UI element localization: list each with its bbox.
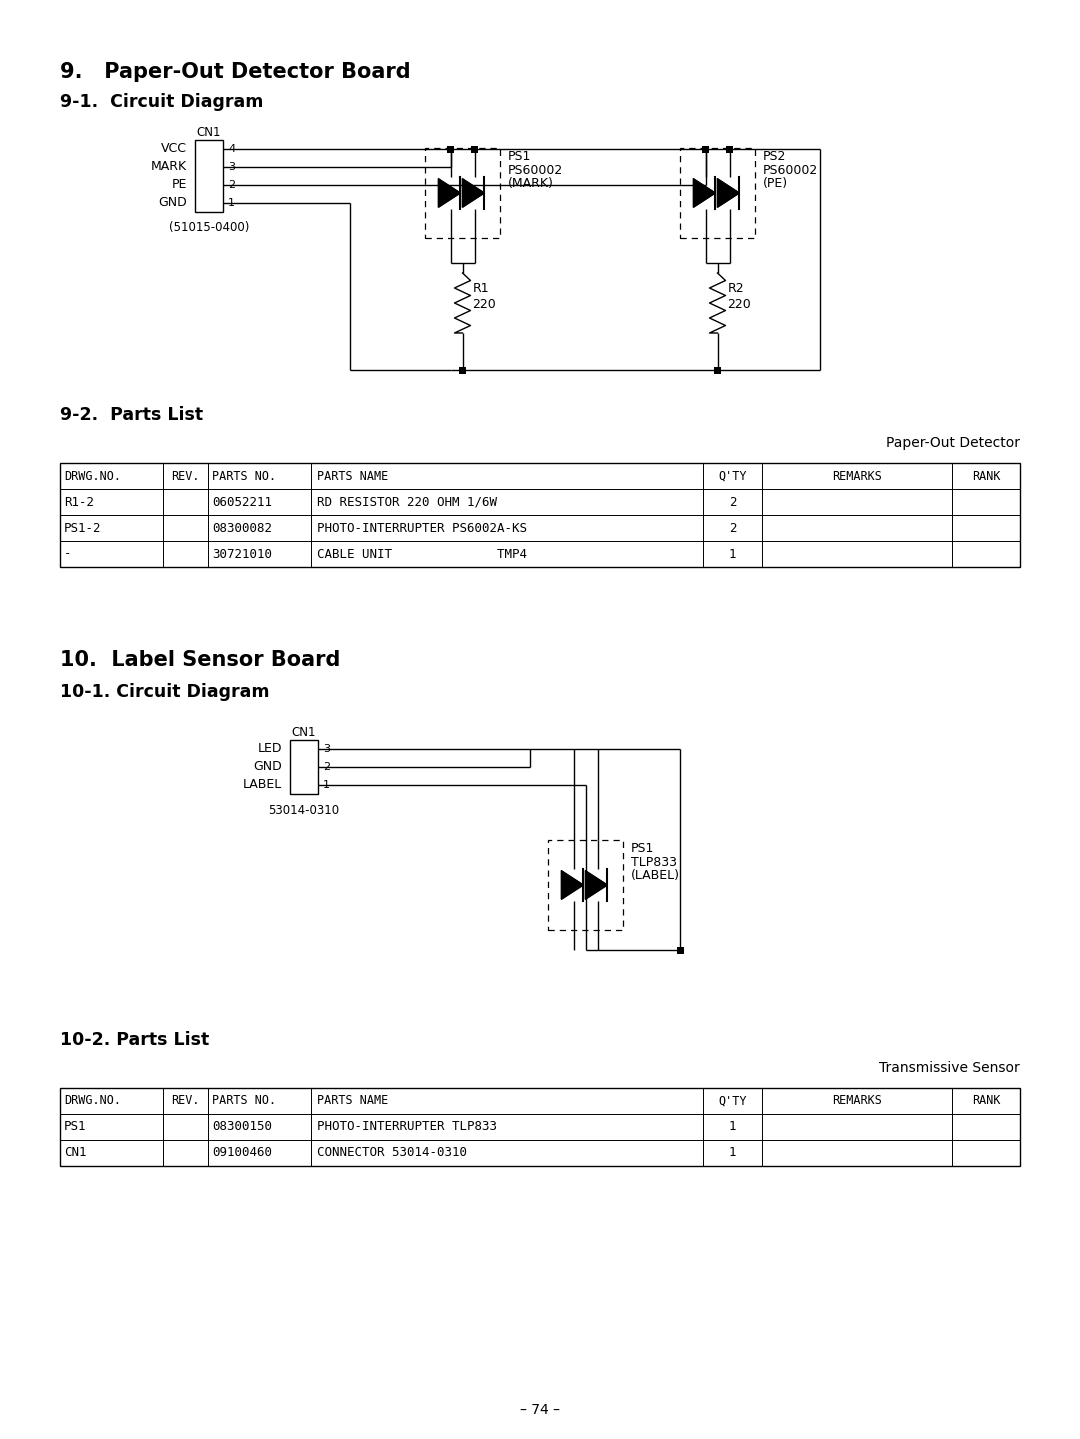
Text: 3: 3	[323, 744, 330, 754]
Text: PARTS NAME: PARTS NAME	[318, 1095, 388, 1108]
Text: 10-1. Circuit Diagram: 10-1. Circuit Diagram	[60, 684, 270, 701]
Text: PARTS NO.: PARTS NO.	[212, 1095, 276, 1108]
Text: PS2: PS2	[762, 150, 786, 163]
Text: (MARK): (MARK)	[508, 177, 554, 190]
Text: MARK: MARK	[151, 161, 187, 174]
Text: 2: 2	[729, 521, 737, 534]
Text: TLP833: TLP833	[631, 856, 677, 869]
Bar	[459, 367, 465, 374]
Text: 3: 3	[228, 163, 235, 173]
Text: Q'TY: Q'TY	[718, 1095, 746, 1108]
Bar	[426, 148, 500, 237]
Text: 08300150: 08300150	[212, 1121, 272, 1134]
Bar	[291, 740, 318, 794]
Text: REMARKS: REMARKS	[832, 1095, 882, 1108]
Text: 1: 1	[228, 199, 235, 209]
Text: PS1-2: PS1-2	[64, 521, 102, 534]
Text: CN1: CN1	[197, 125, 221, 138]
Text: PS60002: PS60002	[508, 164, 564, 177]
Text: R1-2: R1-2	[64, 495, 94, 508]
Bar	[714, 367, 721, 374]
Text: (51015-0400): (51015-0400)	[168, 222, 249, 235]
Text: Transmissive Sensor: Transmissive Sensor	[879, 1061, 1020, 1075]
Text: R2: R2	[728, 282, 744, 295]
Bar	[471, 145, 478, 153]
Text: 1: 1	[323, 780, 330, 790]
Text: LED: LED	[257, 743, 282, 755]
Bar	[702, 145, 708, 153]
Text: CONNECTOR 53014-0310: CONNECTOR 53014-0310	[318, 1147, 467, 1160]
Text: DRWG.NO.: DRWG.NO.	[64, 1095, 121, 1108]
Text: GND: GND	[253, 760, 282, 774]
Text: 10.  Label Sensor Board: 10. Label Sensor Board	[60, 650, 340, 671]
Bar	[60, 1088, 1020, 1166]
Bar	[726, 145, 733, 153]
Bar	[447, 145, 454, 153]
Text: CN1: CN1	[292, 725, 316, 738]
Text: Q'TY: Q'TY	[718, 469, 746, 482]
Text: 10-2. Parts List: 10-2. Parts List	[60, 1030, 210, 1049]
Text: PS1: PS1	[64, 1121, 86, 1134]
Text: 1: 1	[729, 547, 737, 561]
Text: -: -	[64, 547, 71, 561]
Text: 09100460: 09100460	[212, 1147, 272, 1160]
Text: REV.: REV.	[172, 469, 200, 482]
Text: 06052211: 06052211	[212, 495, 272, 508]
Text: (LABEL): (LABEL)	[631, 869, 680, 882]
Text: – 74 –: – 74 –	[519, 1403, 561, 1417]
Text: (PE): (PE)	[762, 177, 788, 190]
Text: PARTS NO.: PARTS NO.	[212, 469, 276, 482]
Text: 220: 220	[473, 298, 496, 311]
Text: REMARKS: REMARKS	[832, 469, 882, 482]
Text: PHOTO-INTERRUPTER PS6002A-KS: PHOTO-INTERRUPTER PS6002A-KS	[318, 521, 527, 534]
Text: PS1: PS1	[631, 842, 654, 855]
Text: LABEL: LABEL	[243, 778, 282, 791]
Text: 220: 220	[728, 298, 752, 311]
Polygon shape	[693, 178, 715, 207]
Text: PS60002: PS60002	[762, 164, 819, 177]
Bar	[548, 840, 623, 930]
Text: GND: GND	[159, 197, 187, 210]
Polygon shape	[438, 178, 460, 207]
Bar	[676, 947, 684, 954]
Text: CN1: CN1	[64, 1147, 86, 1160]
Text: CABLE UNIT              TMP4: CABLE UNIT TMP4	[318, 547, 527, 561]
Text: R1: R1	[473, 282, 489, 295]
Text: PARTS NAME: PARTS NAME	[318, 469, 388, 482]
Text: 53014-0310: 53014-0310	[269, 803, 339, 816]
Text: REV.: REV.	[172, 1095, 200, 1108]
Text: 1: 1	[729, 1147, 737, 1160]
Polygon shape	[462, 178, 485, 207]
Text: PE: PE	[172, 178, 187, 191]
Text: RD RESISTOR 220 OHM 1/6W: RD RESISTOR 220 OHM 1/6W	[318, 495, 497, 508]
Text: 08300082: 08300082	[212, 521, 272, 534]
Text: RANK: RANK	[972, 469, 1000, 482]
Text: Paper-Out Detector: Paper-Out Detector	[886, 436, 1020, 450]
Polygon shape	[585, 871, 607, 899]
Text: VCC: VCC	[161, 142, 187, 155]
Text: 9-1.  Circuit Diagram: 9-1. Circuit Diagram	[60, 94, 264, 111]
Text: 2: 2	[228, 180, 235, 190]
Text: 30721010: 30721010	[212, 547, 272, 561]
Bar	[680, 148, 755, 237]
Text: 4: 4	[228, 144, 235, 154]
Text: PHOTO-INTERRUPTER TLP833: PHOTO-INTERRUPTER TLP833	[318, 1121, 497, 1134]
Polygon shape	[562, 871, 583, 899]
Bar	[60, 463, 1020, 567]
Text: RANK: RANK	[972, 1095, 1000, 1108]
Text: 2: 2	[729, 495, 737, 508]
Text: DRWG.NO.: DRWG.NO.	[64, 469, 121, 482]
Polygon shape	[717, 178, 740, 207]
Bar	[195, 140, 222, 212]
Text: 9.   Paper-Out Detector Board: 9. Paper-Out Detector Board	[60, 62, 410, 82]
Text: 2: 2	[323, 763, 330, 771]
Text: PS1: PS1	[508, 150, 531, 163]
Text: 1: 1	[729, 1121, 737, 1134]
Text: 9-2.  Parts List: 9-2. Parts List	[60, 406, 203, 425]
